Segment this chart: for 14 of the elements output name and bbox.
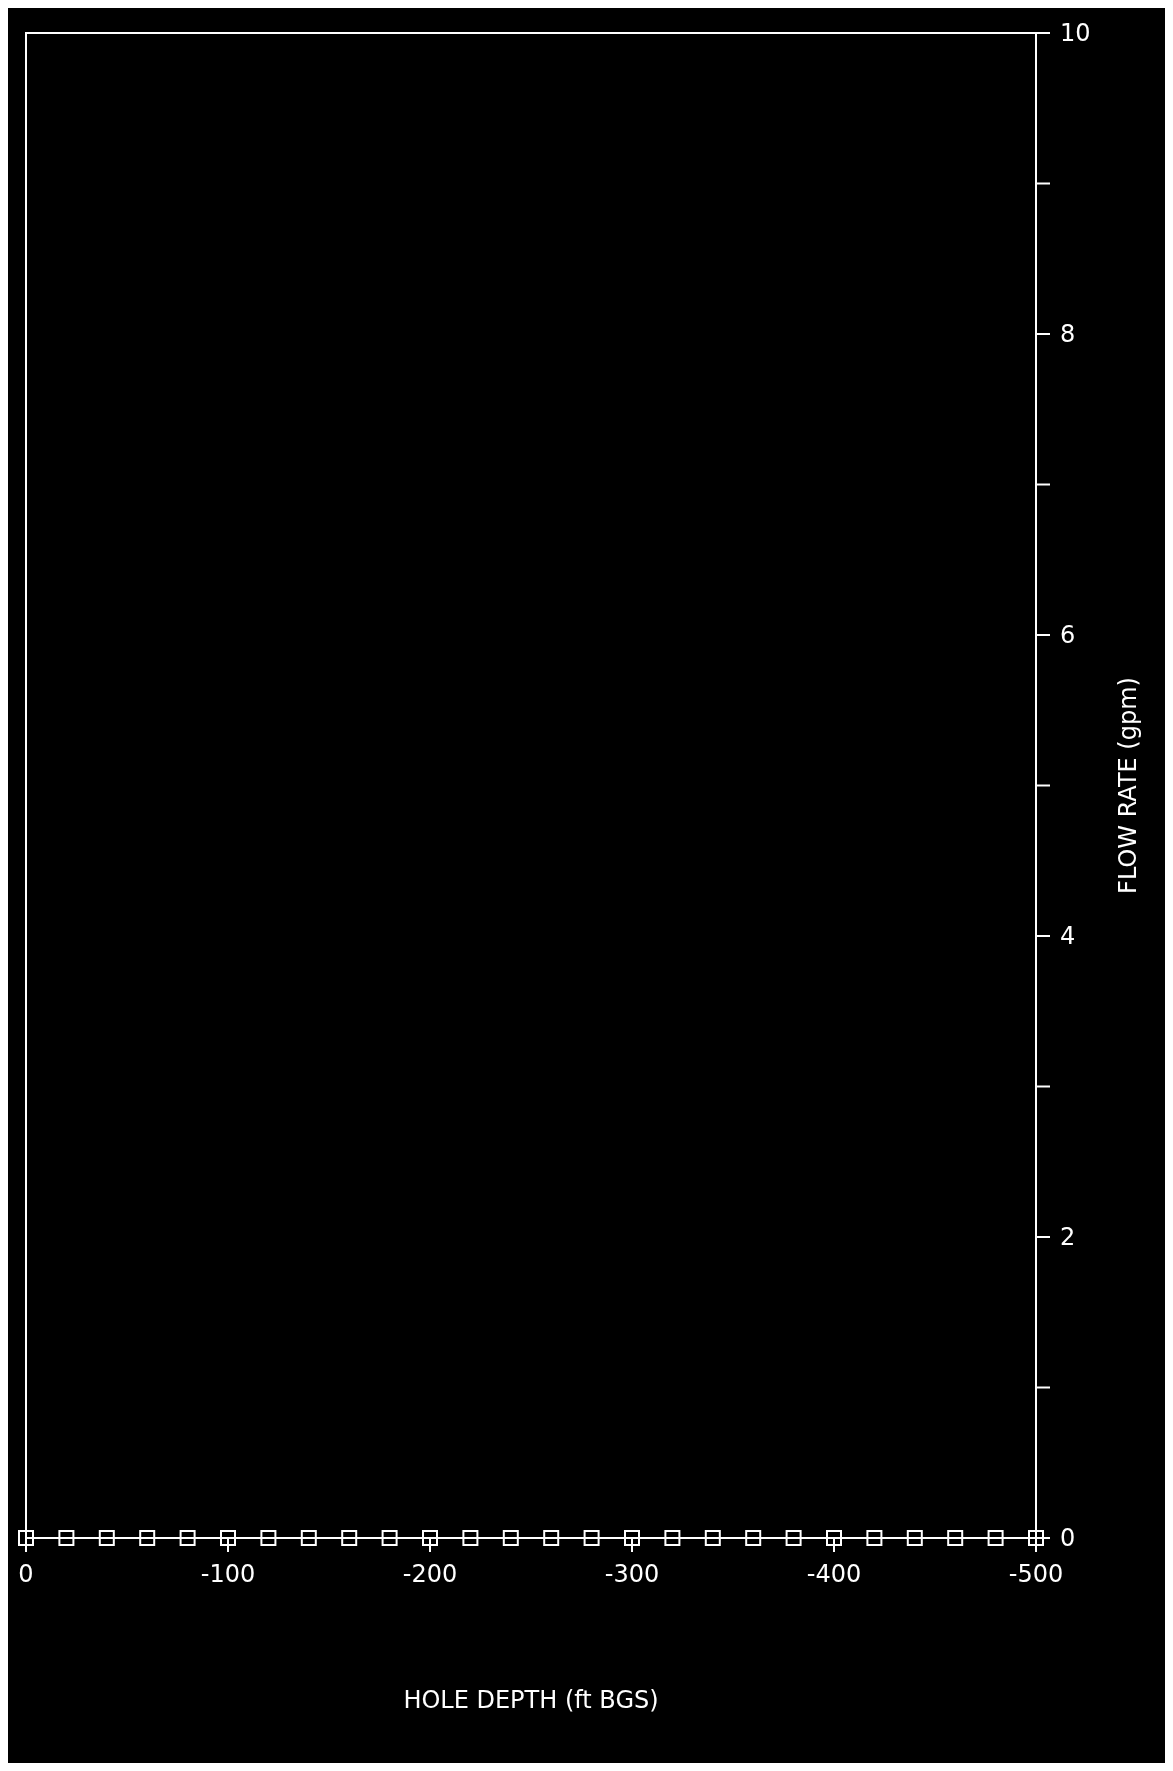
x-tick-label: -400 bbox=[806, 1560, 862, 1588]
y-tick-label: 2 bbox=[1060, 1223, 1076, 1252]
x-tick-label: -300 bbox=[604, 1560, 660, 1588]
y-axis-title: FLOW RATE (gpm) bbox=[1114, 677, 1142, 894]
y-tick-label: 6 bbox=[1060, 621, 1076, 650]
y-tick-label: 10 bbox=[1060, 19, 1091, 48]
x-axis-title: HOLE DEPTH (ft BGS) bbox=[403, 1686, 659, 1714]
x-tick-label: -200 bbox=[402, 1560, 458, 1588]
y-tick-label: 0 bbox=[1060, 1524, 1076, 1553]
x-tick-label: -500 bbox=[1008, 1560, 1064, 1588]
x-tick-label: -100 bbox=[200, 1560, 256, 1588]
y-tick-label: 4 bbox=[1060, 922, 1076, 951]
x-tick-label: 0 bbox=[18, 1560, 34, 1588]
y-tick-label: 8 bbox=[1060, 320, 1076, 349]
